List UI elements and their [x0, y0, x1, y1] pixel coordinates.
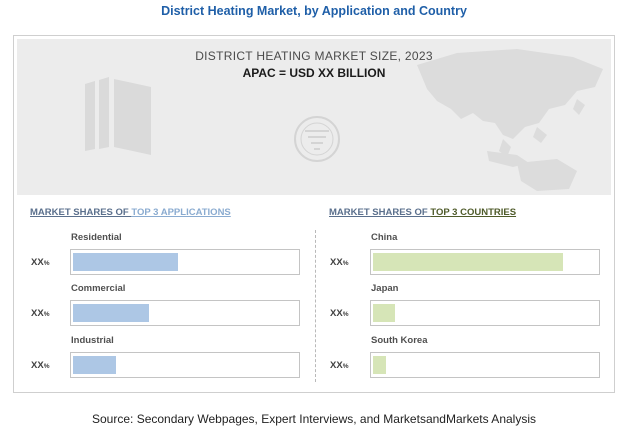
value-unit: %	[43, 363, 50, 370]
application-bar	[73, 304, 149, 322]
asia-map-icon	[417, 49, 603, 191]
applications-panel-title: MARKET SHARES OF TOP 3 APPLICATIONS	[30, 207, 231, 218]
infographic-frame: DISTRICT HEATING MARKET SIZE, 2023 APAC …	[13, 35, 615, 393]
value-unit: %	[342, 260, 349, 267]
value-unit: %	[43, 260, 50, 267]
hero-headline: APAC = USD XX BILLION	[242, 66, 386, 80]
country-bar-frame	[370, 352, 600, 378]
application-label: Industrial	[71, 335, 114, 346]
value-unit: %	[43, 311, 50, 318]
value-text: XX	[31, 257, 44, 268]
value-text: XX	[330, 257, 343, 268]
applications-title-highlight: TOP 3 APPLICATIONS	[131, 207, 231, 218]
application-bar	[73, 253, 178, 271]
country-label: South Korea	[371, 335, 428, 346]
country-bar	[373, 304, 395, 322]
hero-illustration	[85, 49, 603, 191]
value-text: XX	[31, 308, 44, 319]
country-bar-frame	[370, 300, 600, 326]
application-label: Residential	[71, 232, 122, 243]
hero-banner: DISTRICT HEATING MARKET SIZE, 2023 APAC …	[17, 39, 611, 195]
country-value: XX%	[330, 308, 348, 319]
value-text: XX	[330, 308, 343, 319]
value-text: XX	[31, 360, 44, 371]
country-value: XX%	[330, 360, 348, 371]
application-value: XX%	[31, 257, 49, 268]
application-bar-frame	[70, 352, 300, 378]
country-bar-frame	[370, 249, 600, 275]
value-text: XX	[330, 360, 343, 371]
source-note: Source: Secondary Webpages, Expert Inter…	[92, 412, 536, 426]
country-bar	[373, 356, 386, 374]
globe-emblem-icon	[294, 116, 340, 162]
country-value: XX%	[330, 257, 348, 268]
building-icon	[85, 77, 151, 155]
application-bar	[73, 356, 116, 374]
application-value: XX%	[31, 360, 49, 371]
country-bar	[373, 253, 563, 271]
panel-divider	[315, 230, 316, 382]
application-label: Commercial	[71, 283, 126, 294]
value-unit: %	[342, 363, 349, 370]
chart-title: District Heating Market, by Application …	[161, 4, 467, 18]
application-bar-frame	[70, 300, 300, 326]
hero-subtitle: DISTRICT HEATING MARKET SIZE, 2023	[195, 49, 433, 63]
application-bar-frame	[70, 249, 300, 275]
country-label: China	[371, 232, 398, 243]
countries-title-prefix: MARKET SHARES OF	[329, 207, 431, 218]
value-unit: %	[342, 311, 349, 318]
applications-title-prefix: MARKET SHARES OF	[30, 207, 132, 218]
application-value: XX%	[31, 308, 49, 319]
countries-panel-title: MARKET SHARES OF TOP 3 COUNTRIES	[329, 207, 516, 218]
country-label: Japan	[371, 283, 399, 294]
countries-title-highlight: TOP 3 COUNTRIES	[430, 207, 517, 218]
